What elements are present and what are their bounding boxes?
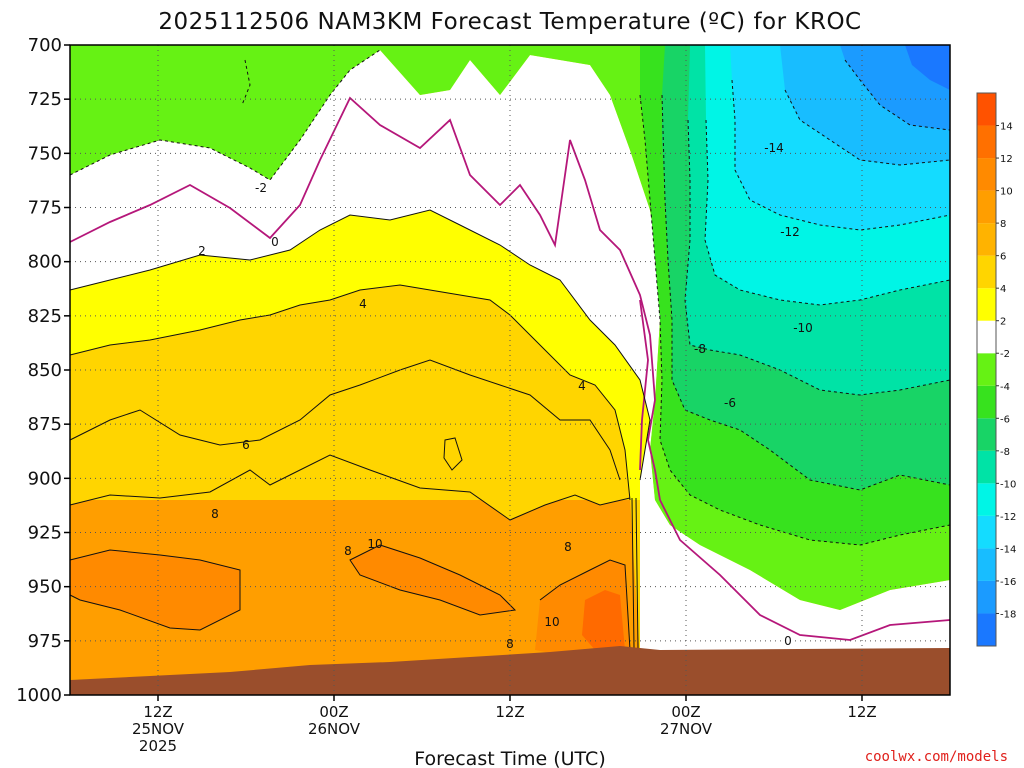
colorbar-segment [977, 548, 996, 581]
colorbar-tick-label: -6 [1000, 414, 1010, 425]
colorbar-segment [977, 613, 996, 646]
colorbar-tick-label: -14 [1000, 544, 1016, 555]
colorbar-segment [977, 515, 996, 549]
colorbar-segment [977, 483, 996, 516]
y-axis: 700 725 750 775 800 825 850 875 900 925 950 975 1000 [16, 35, 70, 706]
x-tick-label: 26NOV [308, 720, 361, 738]
contour-label: 2 [198, 244, 206, 258]
colorbar-tick-label: -18 [1000, 609, 1016, 620]
colorbar-segment [977, 288, 996, 321]
colorbar-tick-label: -8 [1000, 447, 1010, 458]
contour-label: -14 [764, 141, 784, 155]
contour-label: 0 [271, 235, 279, 249]
x-tick-label: 12Z [495, 703, 524, 721]
freezing-contour [69, 96, 951, 641]
colorbar: -18 -16 -14 -12 -10 -8 -6 -4 -2 2 4 6 8 10 12 14 [976, 92, 1016, 647]
colorbar-segment [977, 385, 996, 419]
contour-label: -2 [255, 181, 267, 195]
contour-label: 6 [242, 438, 250, 452]
contour-labels: -2 0 2 4 4 6 8 8 8 8 10 10 -14 -12 -10 -8 -6 0 [198, 141, 813, 651]
colorbar-tick-label: 12 [1000, 154, 1013, 165]
colorbar-tick-label: -16 [1000, 577, 1016, 588]
colorbar-segment [977, 320, 996, 354]
colorbar-segment [977, 93, 996, 126]
contour-label: 8 [211, 507, 219, 521]
colorbar-frame [976, 92, 997, 647]
y-tick-label: 800 [28, 252, 62, 273]
contour-label: -8 [694, 342, 706, 356]
contour-label: 4 [578, 379, 586, 393]
x-axis-label: Forecast Time (UTC) [414, 748, 605, 768]
colorbar-segment [977, 158, 996, 191]
colorbar-tick-label: -4 [1000, 382, 1010, 393]
negative-contours [69, 49, 951, 546]
colorbar-tick-label: -12 [1000, 512, 1016, 523]
y-tick-label: 700 [28, 35, 62, 56]
colorbar-tick-label: -10 [1000, 479, 1016, 490]
contour-label: 0 [784, 634, 792, 648]
band-orange-12b [350, 545, 515, 615]
x-tick-label: 00Z [671, 703, 700, 721]
y-tick-label: 875 [28, 414, 62, 435]
colorbar-tick-label: 4 [1000, 284, 1006, 295]
colorbar-segment [977, 125, 996, 159]
chart-title: 2025112506 NAM3KM Forecast Temperature (… [158, 9, 861, 35]
x-tick-label: 2025 [139, 737, 177, 755]
y-tick-label: 925 [28, 523, 62, 544]
contour-label: -10 [793, 321, 813, 335]
colorbar-segment [977, 255, 996, 289]
colorbar-segment [977, 580, 996, 614]
y-tick-label: 1000 [16, 685, 62, 706]
band-white-upper [70, 50, 950, 650]
y-tick-label: 975 [28, 631, 62, 652]
contour-label: -6 [724, 396, 736, 410]
contour-label: -12 [780, 225, 800, 239]
colorbar-segment [977, 353, 996, 386]
band-yellow-inner [70, 285, 630, 500]
y-tick-label: 900 [28, 468, 62, 489]
band-orange-14 [582, 590, 625, 650]
positive-contours [69, 209, 651, 651]
x-tick-label: 12Z [143, 703, 172, 721]
x-tick-label: 27NOV [660, 720, 713, 738]
y-tick-label: 775 [28, 198, 62, 219]
colorbar-segment [977, 418, 996, 451]
colorbar-tick-label: 10 [1000, 187, 1013, 198]
x-tick-label: 00Z [319, 703, 348, 721]
colorbar-tick-label: 6 [1000, 252, 1006, 263]
colorbar-tick-label: 2 [1000, 317, 1006, 328]
y-tick-label: 850 [28, 360, 62, 381]
credit-text: coolwx.com/models [865, 749, 1008, 765]
y-tick-label: 725 [28, 89, 62, 110]
y-tick-label: 825 [28, 306, 62, 327]
contour-label: 8 [506, 637, 514, 651]
contour-label: 10 [544, 615, 559, 629]
band-orange-12a [70, 550, 240, 630]
y-tick-label: 750 [28, 143, 62, 164]
colorbar-segment [977, 223, 996, 256]
x-tick-label: 12Z [847, 703, 876, 721]
colorbar-tick-label: -2 [1000, 349, 1010, 360]
contour-label: 8 [344, 544, 352, 558]
x-tick-label: 25NOV [132, 720, 185, 738]
freezing-contour-2 [639, 299, 649, 471]
contour-label: 4 [359, 297, 367, 311]
colorbar-segment [977, 450, 996, 484]
colorbar-tick-label: 8 [1000, 219, 1006, 230]
y-tick-label: 950 [28, 577, 62, 598]
band-blue-3 [905, 45, 950, 90]
grid-lines [70, 45, 950, 695]
contour-label: 8 [564, 540, 572, 554]
colorbar-segment [977, 190, 996, 224]
plot-area: -2 0 2 4 4 6 8 8 8 8 10 10 -14 -12 -10 -8 -6 0 [69, 44, 951, 696]
contour-label: 10 [367, 537, 382, 551]
colorbar-tick-label: 14 [1000, 122, 1013, 133]
